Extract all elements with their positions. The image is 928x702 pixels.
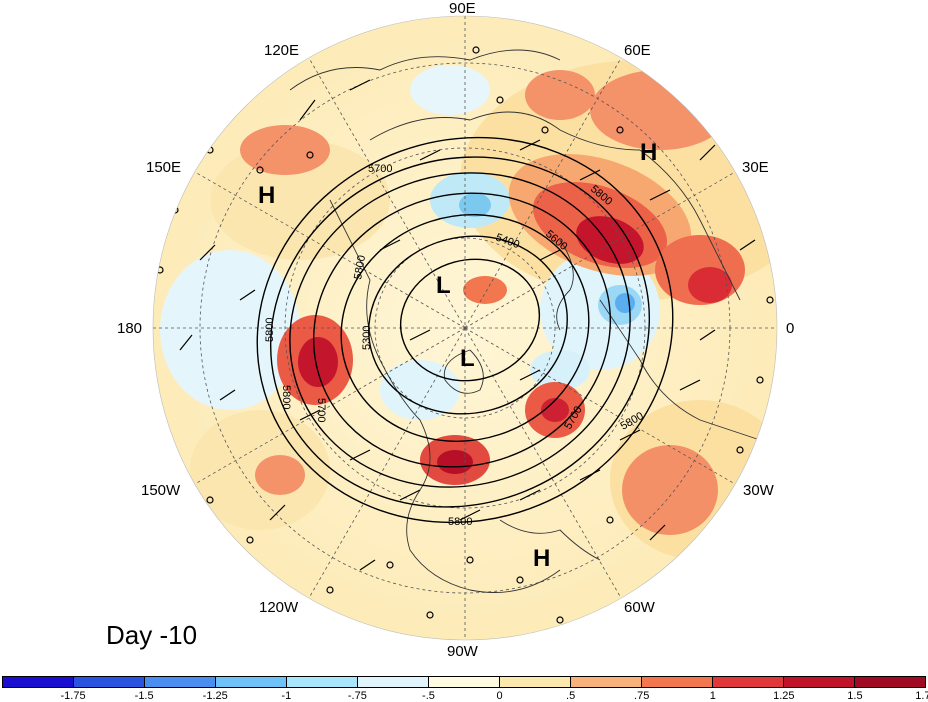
colorbar-tick-label: -1.25 <box>202 690 228 702</box>
wind-vectors <box>156 46 774 624</box>
panel-title: Day -10 <box>106 620 198 650</box>
pressure-centers: H H L L H <box>258 139 657 572</box>
lon-label-90e: 90E <box>449 0 476 17</box>
lon-label-120w: 120W <box>259 599 299 616</box>
colorbar-swatch <box>216 677 287 687</box>
contour-label: 5300 <box>361 326 373 350</box>
colorbar-swatch <box>713 677 784 687</box>
lon-label-90w: 90W <box>447 643 478 660</box>
contour-label: 5800 <box>448 516 472 528</box>
colorbar-tick-label: -1.75 <box>60 690 86 702</box>
contour-label: 5700 <box>315 398 327 422</box>
lon-label-120e: 120E <box>264 42 300 59</box>
colorbar-tick-label: .5 <box>566 690 576 702</box>
colorbar-swatch <box>287 677 358 687</box>
high-center-marker: H <box>258 182 275 209</box>
colorbar-tick-label: -1.5 <box>134 690 154 702</box>
colorbar-tick-label: 0 <box>496 690 503 702</box>
colorbar-swatch <box>74 677 145 687</box>
contour-label: 5700 <box>368 163 392 175</box>
low-center-marker: L <box>460 345 475 372</box>
contour-label: 5800 <box>280 385 292 409</box>
colorbar-swatch <box>571 677 642 687</box>
lon-label-60w: 60W <box>624 599 655 616</box>
colorbar-tick-label: 1.5 <box>847 690 863 702</box>
colorbar-tick-label: 1.75 <box>915 690 928 702</box>
lon-label-180: 180 <box>117 320 143 337</box>
colorbar-swatch <box>500 677 571 687</box>
lon-label-150e: 150E <box>146 159 182 176</box>
contour-label: 5800 <box>352 254 368 280</box>
colorbar-swatch <box>358 677 429 687</box>
lon-label-30w: 30W <box>743 482 774 499</box>
colorbar-swatch <box>642 677 713 687</box>
colorbar-swatch <box>855 677 925 687</box>
lon-label-150w: 150W <box>141 482 181 499</box>
low-center-marker: L <box>436 272 451 299</box>
colorbar-swatch <box>784 677 855 687</box>
colorbar-tick-label: 1 <box>709 690 716 702</box>
colorbar-tick-label: -1 <box>281 690 292 702</box>
colorbar-swatch <box>3 677 74 687</box>
colorbar-tick-label: -.75 <box>347 690 367 702</box>
high-center-marker: H <box>640 139 657 166</box>
height-contours <box>256 136 674 524</box>
high-center-marker: H <box>533 545 550 572</box>
coastlines <box>289 49 761 593</box>
colorbar-swatch <box>145 677 216 687</box>
colorbar-tick-label: -.5 <box>422 690 435 702</box>
colorbar <box>2 676 926 688</box>
contour-label: 5800 <box>264 318 276 342</box>
lon-label-0: 0 <box>786 320 795 337</box>
colorbar-swatch <box>429 677 500 687</box>
map-boundary <box>152 15 778 641</box>
colorbar-tick-label: .75 <box>634 690 650 702</box>
graticule <box>153 16 777 640</box>
lon-label-30e: 30E <box>742 159 769 176</box>
lon-label-60e: 60E <box>624 42 651 59</box>
colorbar-tick-label: 1.25 <box>773 690 795 702</box>
